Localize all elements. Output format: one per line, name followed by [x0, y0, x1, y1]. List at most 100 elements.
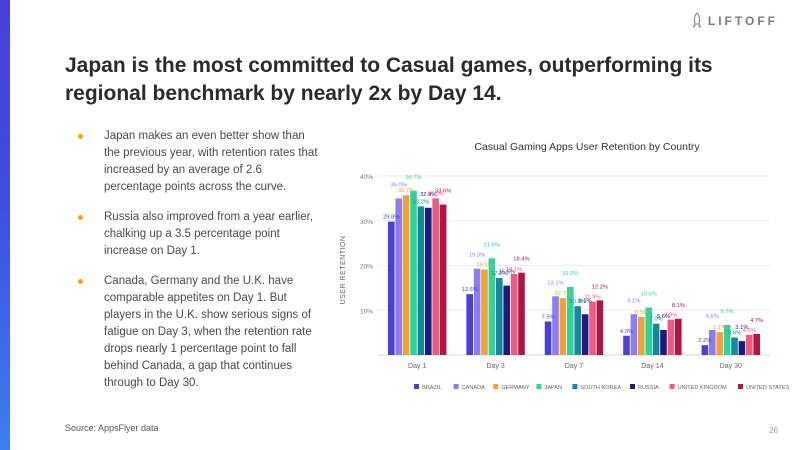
data-label: 8.5%: [635, 310, 648, 316]
data-label: 21.6%: [484, 242, 500, 248]
data-label: 5.6%: [706, 314, 719, 320]
bar-united-states: [518, 272, 525, 355]
bullet-item: Canada, Germany and the U.K. have compar…: [78, 273, 318, 392]
bar-south-korea: [731, 337, 738, 355]
chart-title: Casual Gaming Apps User Retention by Cou…: [474, 141, 700, 153]
bar-japan: [488, 258, 496, 355]
bullet-list: Japan makes an even better show than the…: [78, 128, 318, 405]
accent-side-bar: [0, 0, 10, 450]
bar-russia: [425, 207, 432, 355]
data-label: 13.1%: [547, 280, 563, 286]
bar-south-korea: [574, 306, 581, 355]
legend-swatch: [414, 384, 419, 389]
bar-russia: [581, 314, 589, 355]
bar-brazil: [701, 345, 709, 355]
data-label: 9.1%: [627, 298, 640, 304]
data-label: 18.4%: [513, 257, 529, 263]
data-label: 3.1%: [735, 325, 748, 331]
data-label: 35.0%: [427, 191, 443, 197]
source-note: Source: AppsFlyer data: [65, 423, 159, 433]
bar-united-kingdom: [432, 198, 439, 355]
bar-brazil: [544, 321, 552, 355]
data-label: 17.2%: [491, 271, 507, 277]
bullet-dot-icon: [78, 134, 83, 139]
bar-germany: [481, 269, 488, 355]
bar-united-kingdom: [746, 334, 753, 355]
x-tick-label: Day 1: [408, 363, 426, 370]
legend-swatch: [493, 384, 499, 389]
page-title: Japan is the most committed to Casual ga…: [65, 54, 713, 105]
x-tick-label: Day 3: [486, 363, 504, 370]
bar-germany: [638, 316, 645, 355]
legend-label: JAPAN: [544, 385, 562, 391]
bullet-text: Russia also improved from a year earlier…: [104, 211, 313, 257]
legend-swatch: [630, 384, 635, 389]
data-label: 6.7%: [720, 309, 733, 315]
bar-germany: [559, 298, 567, 355]
bar-united-states: [753, 333, 760, 355]
bar-japan: [645, 307, 652, 355]
data-label: 7.9%: [664, 313, 677, 319]
y-tick-label: 40%: [360, 174, 373, 181]
data-label: 10.9%: [569, 299, 585, 305]
data-label: 13.6%: [461, 287, 477, 293]
data-label: 8.1%: [672, 303, 685, 309]
legend-label: UNITED STATES: [746, 385, 790, 391]
data-label: 10.6%: [640, 292, 656, 298]
legend-swatch: [536, 384, 542, 389]
bar-south-korea: [652, 323, 660, 355]
bar-japan: [723, 325, 731, 355]
bar-united-states: [596, 300, 604, 355]
data-label: 19.3%: [469, 253, 485, 259]
bar-united-states: [439, 204, 447, 355]
data-label: 4.7%: [750, 318, 763, 324]
data-label: 12.2%: [592, 284, 608, 290]
bullet-text: Canada, Germany and the U.K. have compar…: [104, 275, 312, 389]
bar-canada: [552, 296, 559, 355]
rocket-icon: [692, 12, 702, 29]
bar-united-states: [675, 318, 682, 355]
legend-label: CANADA: [462, 385, 486, 391]
bar-south-korea: [417, 206, 425, 355]
data-label: 7.0%: [649, 317, 662, 323]
data-label: 9.1%: [578, 298, 591, 304]
bar-canada: [630, 314, 638, 355]
x-tick-label: Day 30: [720, 363, 742, 370]
bar-brazil: [466, 294, 473, 355]
data-label: 4.3%: [620, 329, 633, 335]
bar-canada: [473, 268, 481, 355]
legend-swatch: [738, 384, 743, 389]
data-label: 4.5%: [743, 328, 756, 334]
data-label: 33.2%: [413, 199, 429, 205]
bar-japan: [410, 190, 417, 355]
bar-canada: [709, 329, 716, 355]
bullet-item: Russia also improved from a year earlier…: [78, 209, 318, 260]
data-label: 15.2%: [562, 271, 578, 277]
bar-germany: [402, 195, 410, 355]
y-tick-label: 20%: [360, 264, 373, 271]
data-label: 5.1%: [713, 325, 726, 331]
data-label: 2.2%: [698, 338, 711, 344]
legend-label: GERMANY: [501, 385, 530, 391]
legend-label: UNITED KINGDOM: [678, 385, 727, 391]
bar-brazil: [623, 335, 630, 355]
legend-swatch: [572, 384, 578, 389]
bar-russia: [660, 329, 667, 355]
bar-russia: [738, 341, 746, 355]
y-tick-label: 10%: [360, 308, 373, 315]
y-axis-label: USER RETENTION: [340, 236, 347, 305]
data-label: 12.7%: [555, 291, 571, 297]
legend-swatch: [453, 384, 459, 389]
x-tick-label: Day 7: [565, 363, 583, 370]
legend-label: RUSSIA: [638, 385, 659, 391]
bar-united-kingdom: [589, 301, 596, 355]
bar-brazil: [388, 221, 395, 355]
bar-germany: [716, 332, 723, 355]
bullet-text: Japan makes an even better show than the…: [104, 130, 318, 193]
bar-south-korea: [496, 278, 503, 355]
y-tick-label: 30%: [360, 219, 373, 226]
data-label: 36.7%: [405, 175, 421, 181]
data-label: 32.9%: [420, 192, 436, 198]
data-label: 3.9%: [728, 331, 741, 337]
